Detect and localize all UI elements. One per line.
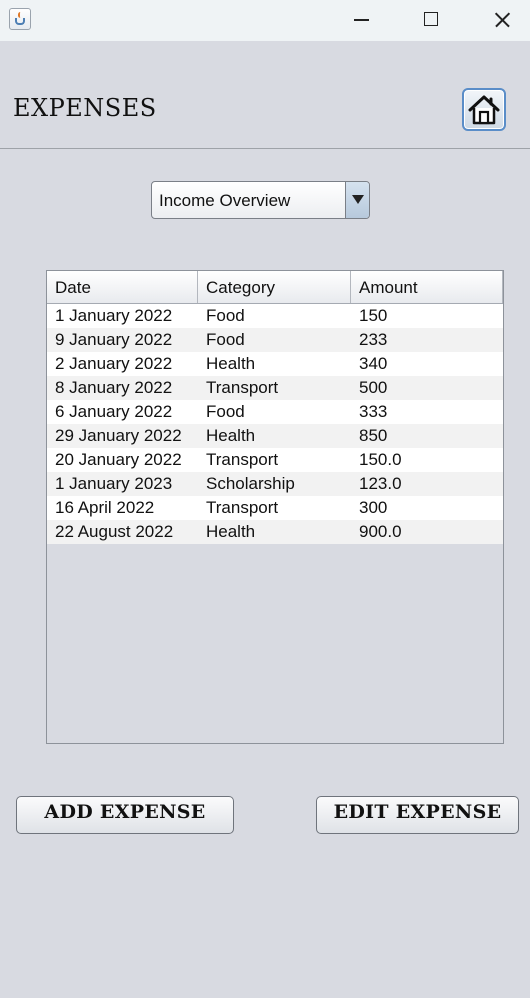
cell-category: Transport (206, 450, 279, 469)
cell-date: 20 January 2022 (55, 450, 182, 469)
view-select-value: Income Overview (159, 191, 291, 210)
close-icon[interactable] (471, 0, 530, 41)
minimize-icon[interactable] (331, 0, 391, 41)
expenses-table[interactable]: Date Category Amount 1 January 2022 Food… (46, 270, 504, 744)
cell-date: 1 January 2023 (55, 474, 173, 493)
cell-amount: 500 (359, 378, 388, 397)
table-row[interactable]: 6 January 2022 Food 333 (47, 400, 503, 424)
table-row[interactable]: 22 August 2022 Health 900.0 (47, 520, 503, 544)
maximize-icon[interactable] (401, 0, 461, 41)
cell-amount: 900.0 (359, 522, 402, 541)
cell-date: 8 January 2022 (55, 378, 173, 397)
cell-amount: 333 (359, 402, 388, 421)
view-select[interactable]: Income Overview (151, 181, 370, 219)
table-row[interactable]: 8 January 2022 Transport 500 (47, 376, 503, 400)
cell-date: 2 January 2022 (55, 354, 173, 373)
table-row[interactable]: 1 January 2022 Food 150 (47, 304, 503, 328)
cell-category: Health (206, 354, 256, 373)
column-header-category[interactable]: Category (198, 271, 351, 303)
table-row[interactable]: 1 January 2023 Scholarship 123.0 (47, 472, 503, 496)
add-expense-button[interactable]: ADD EXPENSE (16, 796, 234, 834)
cell-category: Transport (206, 378, 279, 397)
table-row[interactable]: 29 January 2022 Health 850 (47, 424, 503, 448)
cell-amount: 850 (359, 426, 388, 445)
cell-date: 22 August 2022 (55, 522, 174, 541)
table-row[interactable]: 9 January 2022 Food 233 (47, 328, 503, 352)
cell-amount: 150.0 (359, 450, 402, 469)
column-header-amount[interactable]: Amount (351, 271, 503, 303)
table-row[interactable]: 2 January 2022 Health 340 (47, 352, 503, 376)
cell-date: 6 January 2022 (55, 402, 173, 421)
cell-amount: 150 (359, 306, 388, 325)
java-cup-icon (9, 8, 31, 30)
cell-amount: 123.0 (359, 474, 402, 493)
window-title-bar (0, 0, 530, 41)
header-divider (0, 148, 530, 149)
page-title: EXPENSES (13, 94, 157, 122)
cell-category: Health (206, 522, 256, 541)
table-header: Date Category Amount (47, 271, 503, 304)
cell-category: Transport (206, 498, 279, 517)
home-icon (468, 95, 500, 124)
cell-date: 29 January 2022 (55, 426, 182, 445)
cell-amount: 300 (359, 498, 388, 517)
edit-expense-button[interactable]: EDIT EXPENSE (316, 796, 519, 834)
cell-category: Food (206, 330, 245, 349)
cell-date: 1 January 2022 (55, 306, 173, 325)
cell-category: Food (206, 402, 245, 421)
cell-amount: 233 (359, 330, 388, 349)
triangle-down-icon[interactable] (345, 182, 369, 218)
cell-category: Scholarship (206, 474, 295, 493)
cell-date: 9 January 2022 (55, 330, 173, 349)
cell-date: 16 April 2022 (55, 498, 155, 517)
home-button[interactable] (462, 88, 506, 131)
table-body: 1 January 2022 Food 150 9 January 2022 F… (47, 304, 503, 544)
column-header-date[interactable]: Date (47, 271, 198, 303)
table-row[interactable]: 16 April 2022 Transport 300 (47, 496, 503, 520)
cell-category: Food (206, 306, 245, 325)
cell-amount: 340 (359, 354, 388, 373)
cell-category: Health (206, 426, 256, 445)
table-row[interactable]: 20 January 2022 Transport 150.0 (47, 448, 503, 472)
